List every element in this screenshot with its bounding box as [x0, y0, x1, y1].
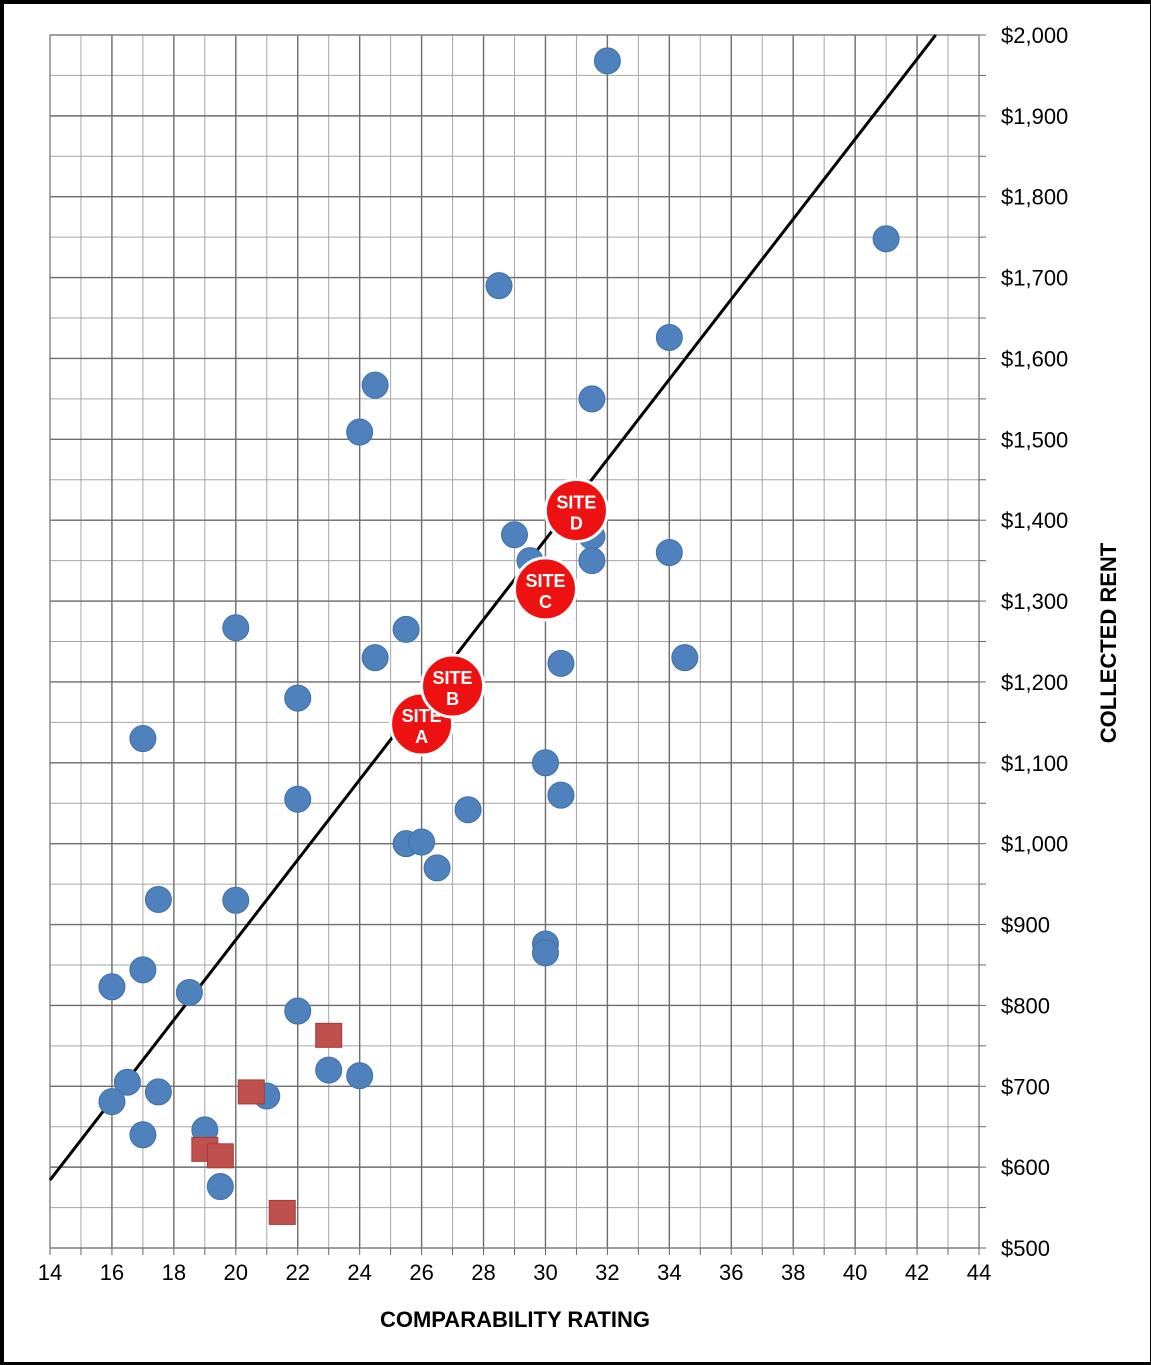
y-tick-label: $1,900 [1001, 104, 1068, 129]
data-point-circle [222, 614, 250, 642]
data-point-circle [346, 418, 374, 446]
site-label-line2: B [446, 689, 459, 709]
x-tick-label: 18 [162, 1260, 186, 1285]
data-point-circle [284, 684, 312, 712]
y-axis-tick-labels: $500 $600 $700 $800 $900 $1,000 $1,100 $1,200 $1… [1001, 23, 1068, 1261]
data-point-circle [578, 385, 606, 413]
site-circle [512, 556, 578, 622]
data-point-circle [222, 886, 250, 914]
x-tick-label: 32 [595, 1260, 619, 1285]
y-tick-label: $800 [1001, 993, 1050, 1018]
site-label-line1: SITE [402, 706, 442, 726]
x-tick-label: 28 [471, 1260, 495, 1285]
data-point-circle [578, 547, 606, 575]
y-tick-label: $1,500 [1001, 427, 1068, 452]
y-tick-label: $1,300 [1001, 589, 1068, 614]
y-axis-title: COLLECTED RENT [1096, 542, 1121, 743]
site-label-line2: C [539, 592, 552, 612]
data-point-circle [655, 539, 683, 567]
data-point-circle [872, 225, 900, 253]
data-point-circle [454, 796, 482, 824]
data-point-circle [547, 649, 575, 677]
minor-gridlines [49, 34, 980, 1249]
y-tick-label: $2,000 [1001, 23, 1068, 48]
data-point-circle [361, 371, 389, 399]
data-point-circle [547, 781, 575, 809]
site-label-line1: SITE [525, 571, 565, 591]
data-point-circle [531, 939, 559, 967]
data-point-circle [593, 47, 621, 75]
y-tick-label: $500 [1001, 1236, 1050, 1261]
y-tick-label: $1,000 [1001, 832, 1068, 857]
data-point-circle [361, 644, 389, 672]
data-point-circle [129, 956, 157, 984]
data-points [98, 47, 900, 1225]
data-point-circle [144, 1078, 172, 1106]
data-point-square [268, 1199, 296, 1225]
site-circle [543, 477, 609, 543]
x-tick-label: 26 [409, 1260, 433, 1285]
x-axis-tick-labels: 14 16 18 20 22 24 26 28 30 32 34 36 38 40 42 44 [38, 1260, 991, 1285]
data-point-circle [175, 978, 203, 1006]
x-tick-label: 40 [843, 1260, 867, 1285]
x-tick-label: 16 [100, 1260, 124, 1285]
data-point-circle [315, 1056, 343, 1084]
x-tick-label: 44 [967, 1260, 991, 1285]
x-axis-title: COMPARABILITY RATING [380, 1307, 650, 1332]
y-tick-label: $900 [1001, 913, 1050, 938]
y-tick-label: $700 [1001, 1074, 1050, 1099]
x-tick-label: 14 [38, 1260, 62, 1285]
y-tick-label: $1,600 [1001, 346, 1068, 371]
site-circle [420, 653, 486, 719]
data-point-square [206, 1143, 234, 1169]
y-tick-label: $600 [1001, 1155, 1050, 1180]
x-tick-label: 38 [781, 1260, 805, 1285]
y-tick-label: $1,800 [1001, 185, 1068, 210]
data-point-circle [423, 854, 451, 882]
data-point-circle [671, 644, 699, 672]
y-tick-label: $1,700 [1001, 266, 1068, 291]
data-point-circle [113, 1068, 141, 1096]
data-point-circle [284, 785, 312, 813]
x-tick-label: 34 [657, 1260, 681, 1285]
data-point-circle [284, 997, 312, 1025]
data-point-circle [144, 885, 172, 913]
data-point-circle [392, 615, 420, 643]
data-point-circle [98, 973, 126, 1001]
x-tick-label: 36 [719, 1260, 743, 1285]
site-label-line1: SITE [556, 492, 596, 512]
site-label-line2: A [415, 727, 428, 747]
trendline [48, 34, 937, 1181]
site-label-line1: SITE [433, 668, 473, 688]
data-point-square [237, 1079, 265, 1105]
data-point-circle [531, 749, 559, 777]
data-point-circle [655, 323, 683, 351]
x-tick-label: 30 [533, 1260, 557, 1285]
data-point-circle [129, 725, 157, 753]
data-point-circle [206, 1173, 234, 1201]
axis-ticks [49, 34, 986, 1255]
y-tick-label: $1,200 [1001, 670, 1068, 695]
x-tick-label: 20 [224, 1260, 248, 1285]
x-tick-label: 42 [905, 1260, 929, 1285]
data-point-circle [129, 1121, 157, 1149]
x-tick-label: 24 [347, 1260, 371, 1285]
data-point-circle [408, 828, 436, 856]
y-tick-label: $1,400 [1001, 508, 1068, 533]
data-point-circle [501, 521, 528, 549]
y-tick-label: $1,100 [1001, 751, 1068, 776]
x-tick-label: 22 [285, 1260, 309, 1285]
data-point-circle [98, 1088, 126, 1116]
data-point-square [315, 1022, 343, 1048]
data-point-circle [346, 1062, 374, 1090]
data-point-circle [485, 272, 513, 300]
site-label-line2: D [570, 513, 583, 533]
